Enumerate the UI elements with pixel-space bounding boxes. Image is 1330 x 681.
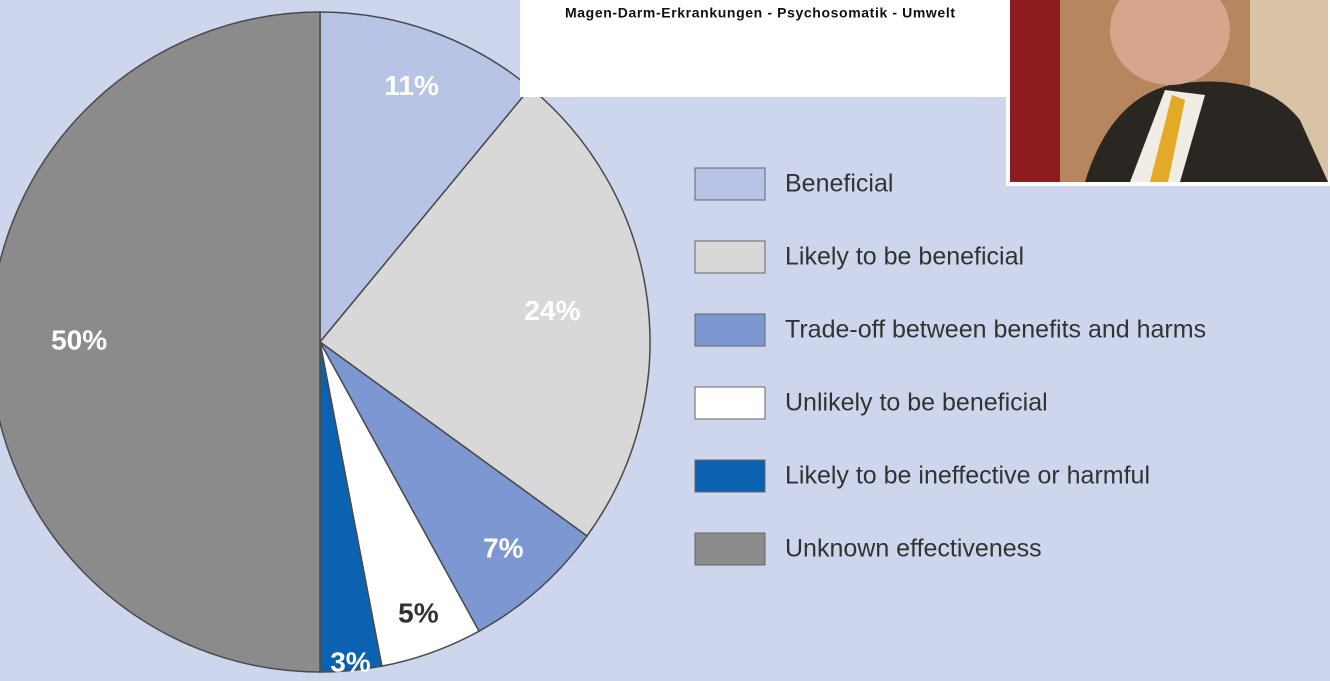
face bbox=[1110, 0, 1230, 85]
pie-slice bbox=[319, 341, 589, 633]
pie-slice bbox=[318, 86, 651, 538]
legend-label: Likely to be beneficial bbox=[785, 243, 1024, 271]
legend-swatch bbox=[694, 313, 766, 347]
photo bbox=[1006, 0, 1330, 186]
legend-swatch bbox=[694, 167, 766, 201]
data-label: 50% bbox=[51, 324, 107, 355]
tie bbox=[1150, 95, 1185, 182]
banner-box bbox=[520, 0, 1006, 97]
pie-slice bbox=[0, 11, 321, 673]
data-label: 11% bbox=[384, 70, 439, 101]
curtain bbox=[1010, 0, 1060, 182]
legend-label: Unknown effectiveness bbox=[785, 535, 1042, 563]
legend: Beneficial Likely to be beneficial Trade-o… bbox=[694, 167, 1206, 566]
pie-slice bbox=[319, 11, 532, 345]
data-label: 24% bbox=[524, 295, 580, 326]
banner: Magen-Darm-Erkrankungen - Psychosomatik … bbox=[520, 0, 1006, 97]
legend-swatch bbox=[694, 459, 766, 493]
data-label: 7% bbox=[483, 532, 524, 563]
pie: 11% 24% 7% 5% 3% 50% bbox=[0, 11, 651, 677]
data-label: 3% bbox=[330, 646, 371, 676]
data-label: 5% bbox=[398, 598, 439, 629]
banner-text: Magen-Darm-Erkrankungen - Psychosomatik … bbox=[565, 5, 955, 21]
legend-label: Trade-off between benefits and harms bbox=[785, 316, 1206, 344]
legend-swatch bbox=[694, 386, 766, 420]
legend-label: Likely to be ineffective or harmful bbox=[785, 462, 1150, 490]
legend-swatch bbox=[694, 240, 766, 274]
legend-swatch bbox=[694, 532, 766, 566]
legend-label: Beneficial bbox=[785, 170, 893, 198]
legend-label: Unlikely to be beneficial bbox=[785, 389, 1048, 417]
